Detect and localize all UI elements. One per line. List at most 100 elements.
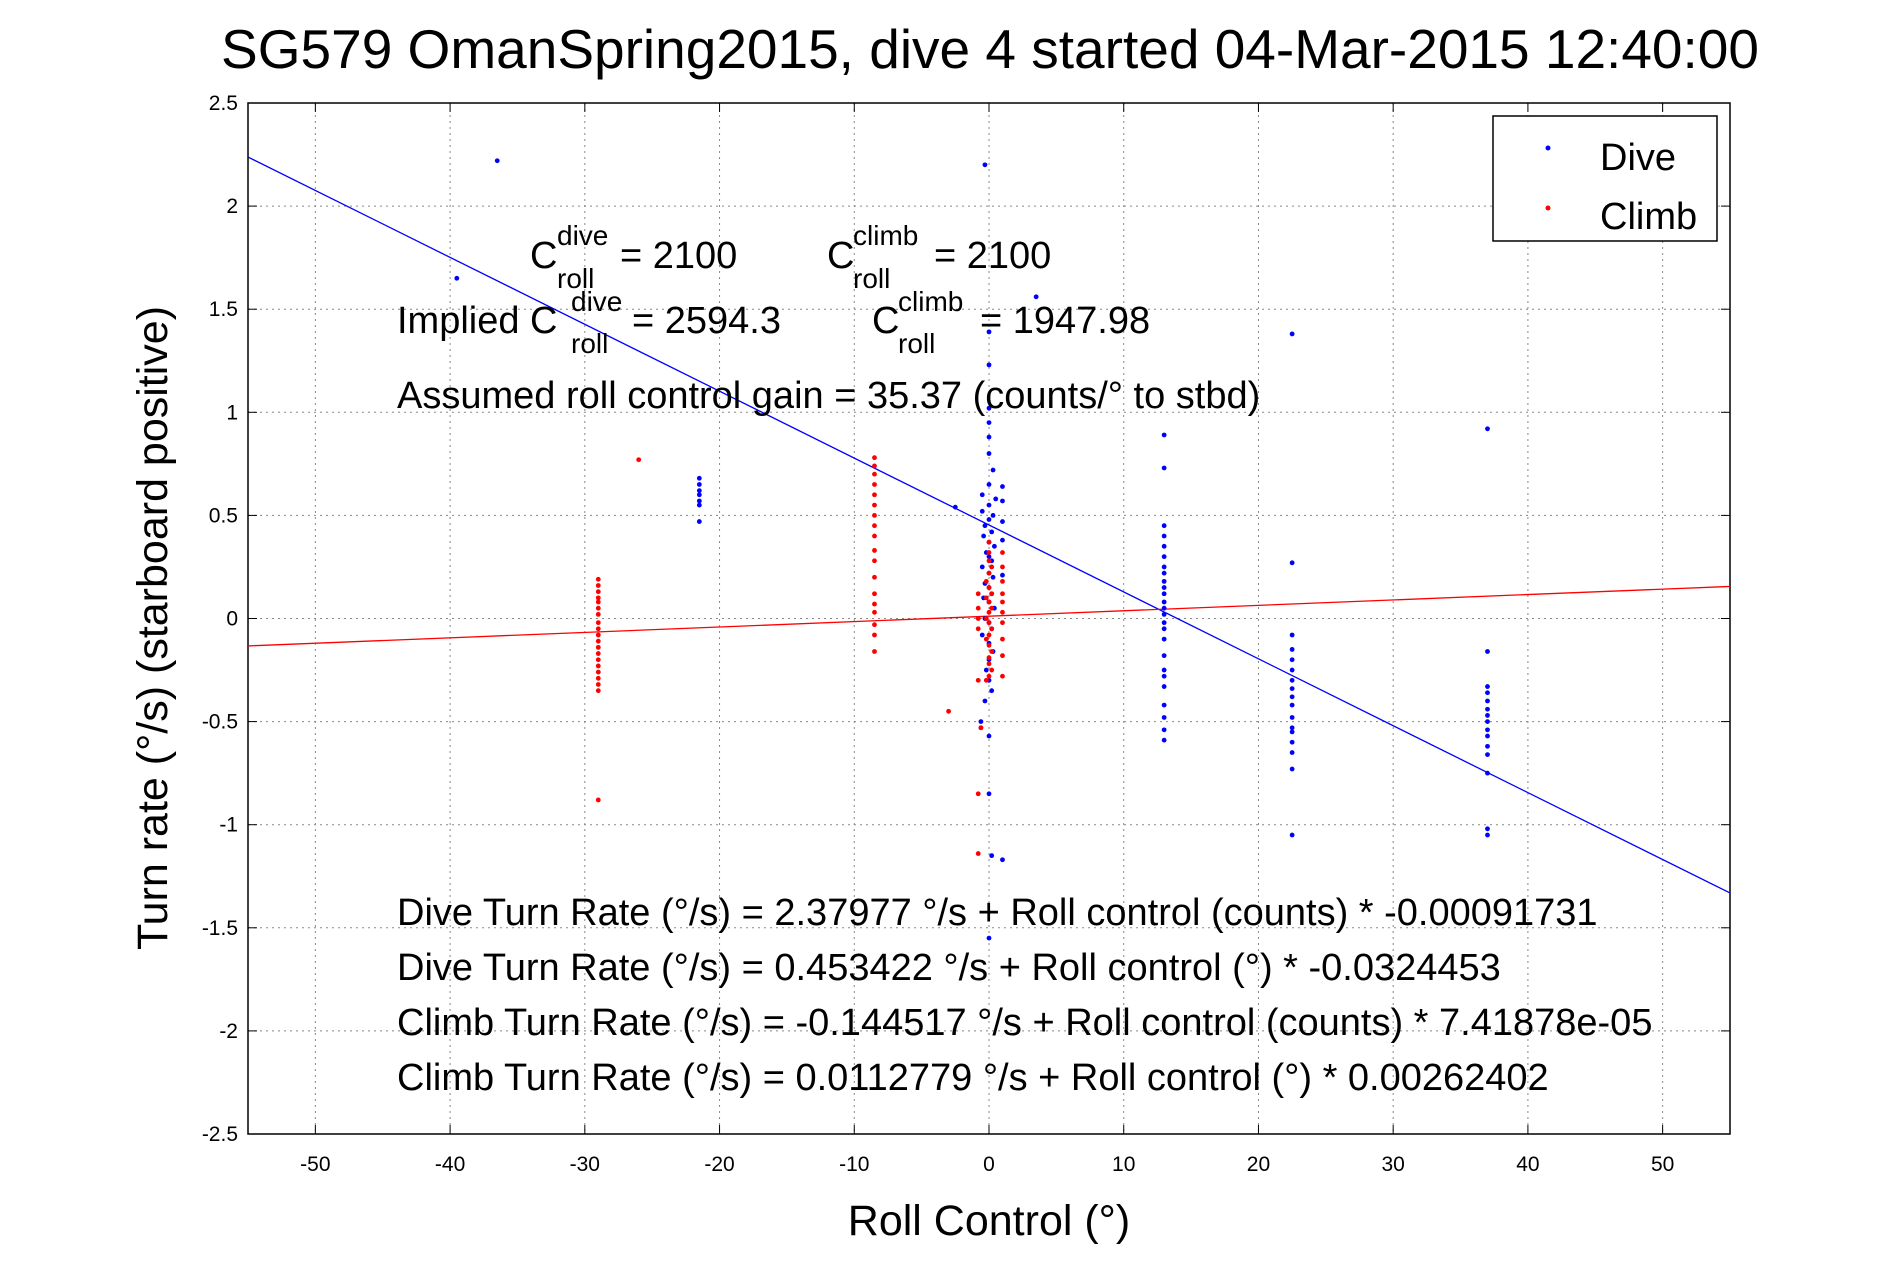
implied-climb-letter: C bbox=[872, 300, 899, 342]
point-dive bbox=[1485, 733, 1490, 739]
point-dive bbox=[979, 564, 985, 570]
point-dive bbox=[986, 451, 992, 456]
point-dive bbox=[1485, 649, 1490, 654]
point-climb bbox=[595, 620, 601, 626]
point-climb bbox=[595, 669, 601, 675]
point-dive bbox=[1485, 770, 1490, 776]
point-dive bbox=[1161, 715, 1167, 720]
point-climb bbox=[1000, 591, 1005, 597]
point-climb bbox=[986, 655, 992, 661]
point-climb bbox=[975, 605, 981, 611]
y-tick-label: 2.5 bbox=[209, 92, 238, 115]
point-dive bbox=[696, 498, 702, 504]
point-climb bbox=[989, 626, 995, 632]
point-dive bbox=[1000, 857, 1005, 863]
point-dive bbox=[1289, 832, 1295, 838]
point-climb bbox=[595, 663, 601, 669]
y-axis-label: Turn rate (°/s) (starboard positive) bbox=[129, 306, 177, 950]
point-dive bbox=[989, 688, 995, 694]
point-climb bbox=[986, 599, 992, 605]
c-dive-subscript: roll bbox=[557, 263, 594, 294]
point-dive bbox=[1161, 554, 1167, 560]
y-tick-label: 1.5 bbox=[209, 298, 238, 321]
point-climb bbox=[636, 457, 642, 463]
point-climb bbox=[595, 589, 601, 595]
legend-marker-dive bbox=[1545, 145, 1551, 151]
point-dive bbox=[1161, 667, 1167, 673]
point-climb bbox=[1000, 609, 1005, 615]
point-dive bbox=[986, 329, 992, 335]
point-climb bbox=[975, 591, 981, 597]
implied-climb-subscript: roll bbox=[898, 328, 935, 359]
fit-line-dive bbox=[247, 156, 1731, 894]
point-climb bbox=[595, 595, 601, 601]
point-climb bbox=[872, 558, 877, 564]
point-dive bbox=[1161, 737, 1167, 743]
point-climb bbox=[872, 482, 877, 487]
point-dive bbox=[1289, 560, 1295, 566]
point-dive bbox=[1485, 684, 1490, 689]
c-dive-superscript: dive bbox=[557, 220, 608, 251]
point-dive bbox=[1289, 766, 1295, 772]
x-tick-label: -10 bbox=[839, 1153, 869, 1176]
point-climb bbox=[872, 463, 877, 469]
x-tick-label: 40 bbox=[1516, 1153, 1539, 1176]
y-tick-label: -1 bbox=[219, 814, 238, 837]
point-dive bbox=[1161, 570, 1167, 576]
point-dive bbox=[1485, 706, 1490, 712]
point-dive bbox=[1289, 331, 1295, 337]
point-climb bbox=[1000, 578, 1005, 584]
point-dive bbox=[1161, 673, 1167, 679]
point-dive bbox=[989, 853, 995, 859]
point-climb bbox=[872, 548, 877, 553]
point-climb bbox=[1000, 636, 1005, 642]
point-dive bbox=[1289, 686, 1295, 692]
annotation-implied-c-roll: Implied C dive roll = 2594.3 C climb rol… bbox=[397, 286, 1150, 359]
point-climb bbox=[983, 616, 989, 621]
point-climb bbox=[975, 677, 981, 683]
point-climb bbox=[975, 626, 981, 632]
point-dive bbox=[1289, 657, 1295, 663]
point-dive bbox=[981, 533, 987, 539]
x-tick-label: -40 bbox=[435, 1153, 465, 1176]
point-dive bbox=[1000, 572, 1005, 578]
y-tick-label: -1.5 bbox=[202, 917, 238, 940]
point-climb bbox=[595, 682, 601, 687]
point-climb bbox=[872, 622, 877, 628]
point-climb bbox=[595, 688, 601, 694]
point-dive bbox=[1289, 694, 1295, 700]
point-dive bbox=[1289, 677, 1295, 683]
point-climb bbox=[872, 649, 877, 654]
y-tick-label: -2.5 bbox=[202, 1123, 238, 1146]
point-climb bbox=[595, 797, 601, 803]
point-climb bbox=[595, 651, 601, 656]
point-climb bbox=[595, 576, 601, 582]
point-climb bbox=[1000, 673, 1005, 679]
point-climb bbox=[1000, 599, 1005, 605]
legend: Dive Climb bbox=[1492, 115, 1718, 242]
point-dive bbox=[986, 733, 992, 739]
point-climb bbox=[986, 609, 992, 615]
point-dive bbox=[979, 492, 985, 498]
tick-marks bbox=[248, 102, 1730, 1135]
legend-box bbox=[1492, 115, 1718, 242]
point-dive bbox=[990, 467, 996, 473]
point-dive bbox=[494, 158, 500, 164]
point-dive bbox=[982, 523, 988, 529]
point-dive bbox=[1033, 294, 1039, 300]
point-climb bbox=[986, 620, 992, 626]
equation-dive-counts: Dive Turn Rate (°/s) = 2.37977 °/s + Rol… bbox=[397, 892, 1598, 934]
c-dive-letter: C bbox=[530, 235, 557, 277]
point-dive bbox=[1161, 653, 1167, 659]
point-climb bbox=[986, 642, 992, 648]
point-dive bbox=[1485, 826, 1490, 832]
point-dive bbox=[1161, 585, 1167, 590]
point-dive bbox=[993, 496, 999, 502]
point-dive bbox=[1161, 432, 1167, 438]
point-dive bbox=[986, 482, 992, 487]
point-dive bbox=[1289, 667, 1295, 673]
point-climb bbox=[978, 725, 984, 731]
point-dive bbox=[1289, 750, 1295, 755]
chart-title: SG579 OmanSpring2015, dive 4 started 04-… bbox=[221, 18, 1759, 80]
